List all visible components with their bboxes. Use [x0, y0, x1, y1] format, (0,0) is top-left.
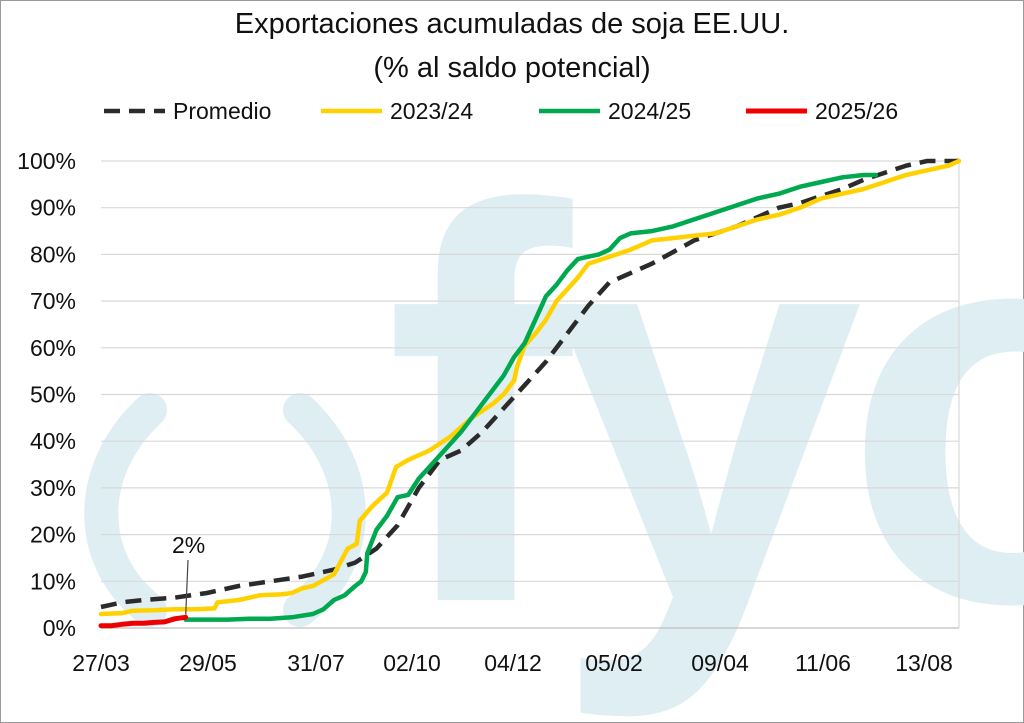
- y-tick-label: 0%: [43, 615, 76, 641]
- x-tick-label: 27/03: [72, 650, 130, 676]
- x-axis-ticks: 27/03 29/05 31/07 02/10 04/12 05/02 09/04 11/06…: [72, 650, 953, 676]
- y-tick-label: 70%: [30, 288, 76, 314]
- y-tick-label: 90%: [30, 195, 76, 221]
- legend-label: 2024/25: [608, 98, 691, 124]
- x-tick-label: 29/05: [179, 650, 237, 676]
- series-line-promedio: [100, 158, 959, 610]
- y-axis-ticks: 0% 10% 20% 30% 40% 50% 60% 70% 80% 90% 100%: [17, 148, 76, 641]
- watermark-bracket-left: [84, 393, 167, 627]
- legend-label: 2025/26: [815, 98, 898, 124]
- x-tick-label: 04/12: [484, 650, 542, 676]
- annotation-leader: [185, 559, 189, 615]
- x-tick-label: 13/08: [895, 650, 953, 676]
- x-tick-label: 11/06: [795, 650, 851, 676]
- fyo-watermark: fyo: [84, 93, 1024, 723]
- legend-label: Promedio: [173, 98, 271, 124]
- gridlines: [101, 160, 960, 629]
- series-line-2023-24: [98, 158, 962, 617]
- y-tick-label: 30%: [30, 475, 76, 501]
- chart-subtitle: (% al saldo potencial): [373, 52, 651, 84]
- watermark-text: fyo: [385, 93, 1024, 723]
- legend: Promedio 2023/24 2024/25 2025/26: [104, 98, 898, 124]
- annotation: 2%: [172, 532, 205, 615]
- x-tick-label: 09/04: [691, 650, 749, 676]
- legend-label: 2023/24: [390, 98, 473, 124]
- series-lines: [98, 158, 962, 629]
- y-tick-label: 80%: [30, 241, 76, 267]
- x-tick-label: 05/02: [585, 650, 643, 676]
- chart-title: Exportaciones acumuladas de soja EE.UU.: [234, 8, 790, 40]
- y-tick-label: 10%: [30, 568, 76, 594]
- y-tick-label: 100%: [17, 148, 76, 174]
- watermark-bracket-right: [283, 393, 366, 627]
- y-tick-label: 50%: [30, 382, 76, 408]
- y-tick-label: 20%: [30, 522, 76, 548]
- y-tick-label: 60%: [30, 335, 76, 361]
- series-line-2024-25: [183, 172, 879, 622]
- y-tick-label: 40%: [30, 428, 76, 454]
- annotation-label: 2%: [172, 532, 205, 558]
- x-tick-label: 31/07: [287, 650, 345, 676]
- series-line-2025-26: [98, 614, 189, 629]
- x-tick-label: 02/10: [383, 650, 441, 676]
